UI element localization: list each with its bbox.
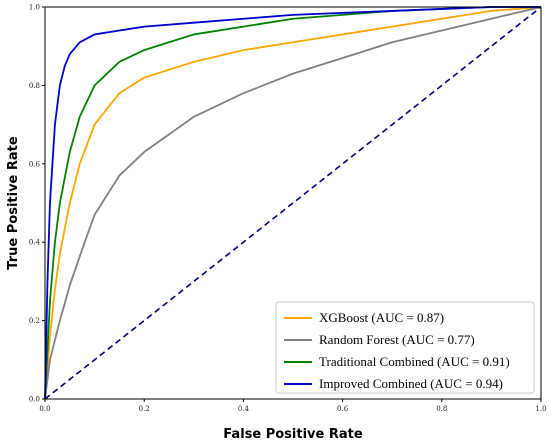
y-tick-label: 1.0 — [29, 4, 40, 12]
y-axis-ticks: 0.0 0.2 0.4 0.6 0.8 1.0 — [29, 4, 45, 404]
x-tick-label: 0.0 — [39, 405, 50, 413]
series-line-1 — [44, 6, 542, 400]
legend-box — [275, 301, 535, 394]
legend-items: XGBoost (AUC = 0.87) Random Forest (AUC =… — [284, 310, 510, 391]
chance-baseline — [44, 6, 542, 400]
legend-label-2: Traditional Combined (AUC = 0.91) — [319, 354, 510, 369]
x-axis-title: False Positive Rate — [223, 427, 363, 442]
y-tick-label: 0.8 — [29, 82, 40, 90]
y-axis-title: True Positive Rate — [6, 136, 21, 270]
series-lines — [44, 6, 542, 400]
series-line-3 — [44, 6, 541, 400]
y-tick-label: 0.2 — [29, 317, 40, 325]
x-tick-label: 0.4 — [238, 405, 250, 413]
legend-label-0: XGBoost (AUC = 0.87) — [319, 310, 444, 325]
x-axis-ticks: 0.0 0.2 0.4 0.6 0.8 1.0 — [39, 399, 547, 413]
legend-label-1: Random Forest (AUC = 0.77) — [319, 332, 475, 347]
legend-label-3: Improved Combined (AUC = 0.94) — [319, 376, 503, 391]
y-tick-label: 0.4 — [29, 239, 41, 247]
y-tick-label: 0.0 — [29, 396, 40, 404]
y-tick-label: 0.6 — [29, 160, 41, 168]
plot-frame — [44, 6, 542, 400]
x-tick-label: 1.0 — [535, 405, 546, 413]
x-tick-label: 0.2 — [139, 405, 150, 413]
legend: XGBoost (AUC = 0.87) Random Forest (AUC =… — [275, 301, 535, 394]
series-line-0 — [44, 6, 542, 400]
x-tick-label: 0.6 — [337, 405, 349, 413]
x-tick-label: 0.8 — [436, 405, 447, 413]
